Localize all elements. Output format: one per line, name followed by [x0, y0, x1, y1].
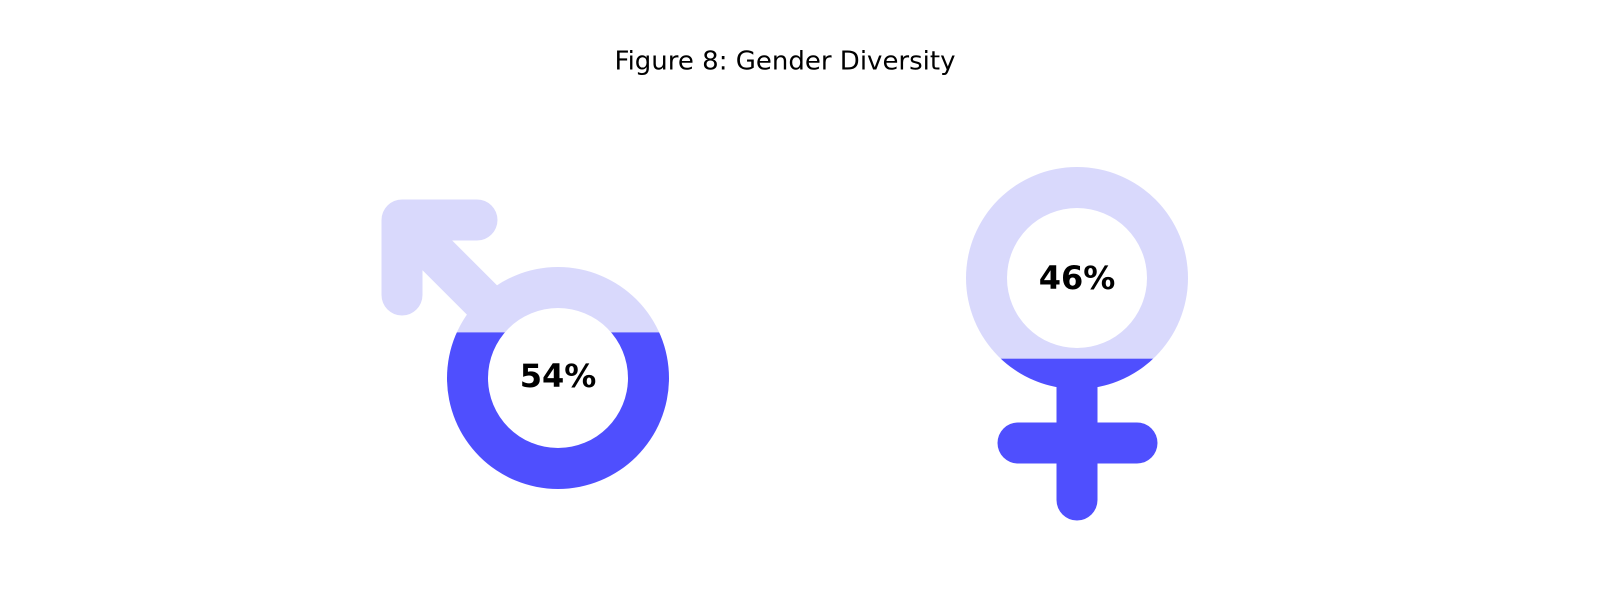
- icon-fill: [380, 332, 670, 489]
- value-label: 54%: [520, 357, 597, 395]
- male-icon: [380, 199, 670, 489]
- icon-fill: [965, 358, 1189, 522]
- value-label: 46%: [1039, 259, 1116, 297]
- chart-title: Figure 8: Gender Diversity: [615, 47, 956, 77]
- female-icon: [965, 167, 1189, 522]
